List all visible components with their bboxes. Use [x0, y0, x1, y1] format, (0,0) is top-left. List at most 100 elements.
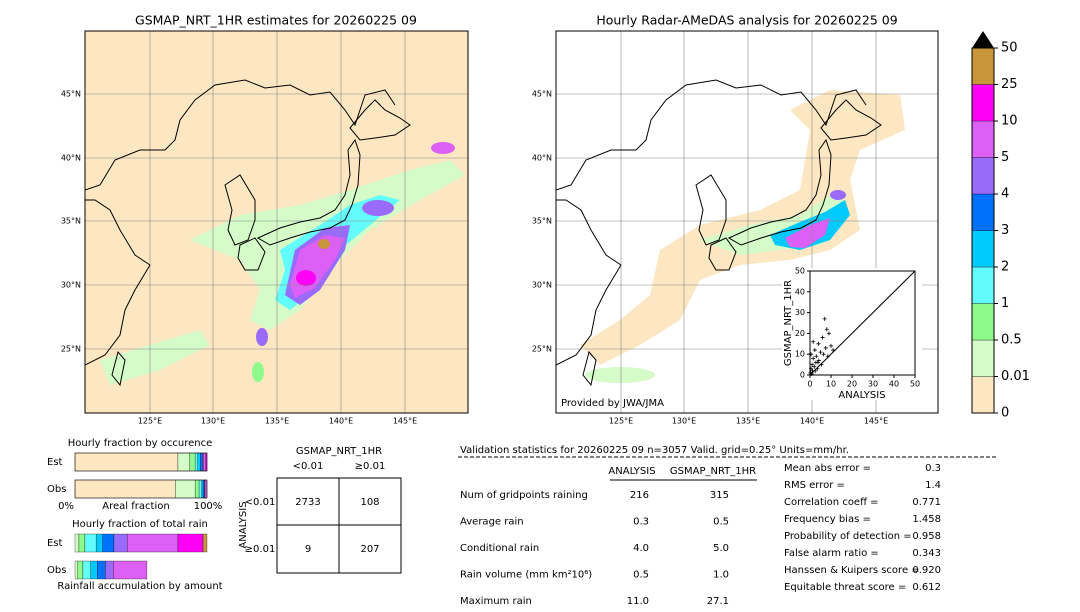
label: 50 [1001, 41, 1018, 56]
label: 108 [360, 497, 379, 508]
label: 3 [1001, 223, 1009, 238]
fraction-segment [194, 452, 198, 472]
label: 25°N [61, 345, 81, 354]
label: 0.3 [633, 517, 649, 528]
fraction-segment [102, 533, 115, 553]
label: Obs [47, 484, 66, 495]
scatter-point [811, 356, 816, 361]
label: 2 [1001, 260, 1009, 275]
label: 140°E [329, 417, 353, 426]
label: GSMAP_NRT_1HR [670, 466, 756, 477]
label: 45°N [61, 90, 81, 99]
fraction-segment [78, 533, 86, 553]
label: 145°E [864, 417, 888, 426]
label: Hourly Radar-AMeDAS analysis for 2026022… [596, 13, 897, 28]
fraction-segment [203, 452, 206, 472]
label: Correlation coeff = [784, 497, 879, 508]
label: 130°E [201, 417, 225, 426]
fraction-segment [198, 479, 202, 499]
label: RMS error = [784, 480, 845, 491]
bar-frame [74, 479, 208, 499]
label: 50 [795, 267, 805, 276]
label: 27.1 [707, 596, 729, 607]
scatter-point [826, 331, 831, 336]
fraction-segment [175, 479, 196, 499]
contingency-grid [276, 477, 402, 574]
label: 0.01 [1001, 369, 1030, 384]
scatter-point [829, 343, 833, 348]
label: 1.0 [713, 570, 729, 581]
label: Probability of detection = [784, 531, 912, 542]
scatter-point [816, 341, 821, 346]
label: 25 [1001, 77, 1018, 92]
fraction-segment [74, 560, 78, 580]
label: 0 [1001, 406, 1009, 421]
label: Provided by JWA/JMA [561, 398, 664, 409]
fraction-segment [189, 452, 196, 472]
fraction-segment [177, 533, 204, 553]
label: 1 [1001, 296, 1009, 311]
label: ANALYSIS [838, 390, 885, 401]
label: 135°E [265, 417, 289, 426]
scatter-point [814, 354, 819, 359]
label: Equitable threat score = [784, 582, 906, 593]
label: ANALYSIS [608, 466, 655, 477]
colorbar-segment [971, 376, 995, 414]
fraction-segment [74, 479, 176, 499]
label: False alarm ratio = [784, 548, 879, 559]
colorbar-segment [971, 157, 995, 195]
label: Est [47, 538, 63, 549]
fraction-segment [74, 533, 80, 553]
colorbar-segment [971, 193, 995, 231]
label: 20 [795, 329, 805, 338]
label: 4.0 [633, 543, 649, 554]
colorbar-segment [971, 303, 995, 341]
label: 0.5 [1001, 333, 1022, 348]
map-analysis [556, 31, 938, 413]
label: 4 [1001, 187, 1009, 202]
colorbar-segment [971, 47, 995, 85]
label: 30 [795, 308, 805, 317]
label: ≥0.01 [355, 461, 386, 472]
fraction-segment [90, 560, 98, 580]
label: 0.958 [912, 531, 941, 542]
label: 0% [58, 501, 74, 512]
label: 45°N [532, 90, 552, 99]
label: <0.01 [293, 461, 324, 472]
label: 10 [795, 350, 805, 359]
label: 1.458 [912, 514, 941, 525]
scatter-point [811, 339, 816, 344]
fraction-segment [105, 560, 114, 580]
label: 0.612 [912, 582, 941, 593]
fraction-segment [84, 533, 97, 553]
label: 216 [630, 490, 649, 501]
label: 40 [795, 287, 805, 296]
colorbar-segment [971, 84, 995, 122]
label: 0.3 [925, 463, 941, 474]
scatter-point [818, 350, 823, 355]
label: 0.920 [912, 565, 941, 576]
fraction-segment [126, 533, 179, 553]
label: 130°E [672, 417, 696, 426]
label: 5.0 [713, 543, 729, 554]
scatter-point [831, 348, 836, 353]
label: 125°E [138, 417, 162, 426]
label: 30 [868, 380, 878, 389]
label: 0.771 [912, 497, 941, 508]
bar-frame [74, 452, 208, 472]
label: 100% [194, 501, 223, 512]
label: Hourly fraction by occurence [68, 438, 212, 449]
label: Areal fraction [102, 501, 169, 512]
label: 0.5 [633, 570, 649, 581]
label: Mean abs error = [784, 463, 871, 474]
scatter-point [809, 371, 814, 376]
label: 140°E [800, 417, 824, 426]
map-estimate [85, 31, 468, 413]
label: GSMAP_NRT_1HR [783, 280, 794, 366]
colorbar-segment [971, 230, 995, 268]
scatter-point [809, 352, 814, 357]
fraction-segment [202, 479, 205, 499]
label: 50 [910, 380, 920, 389]
scatter-point [816, 358, 821, 363]
scatter-point [819, 362, 824, 367]
